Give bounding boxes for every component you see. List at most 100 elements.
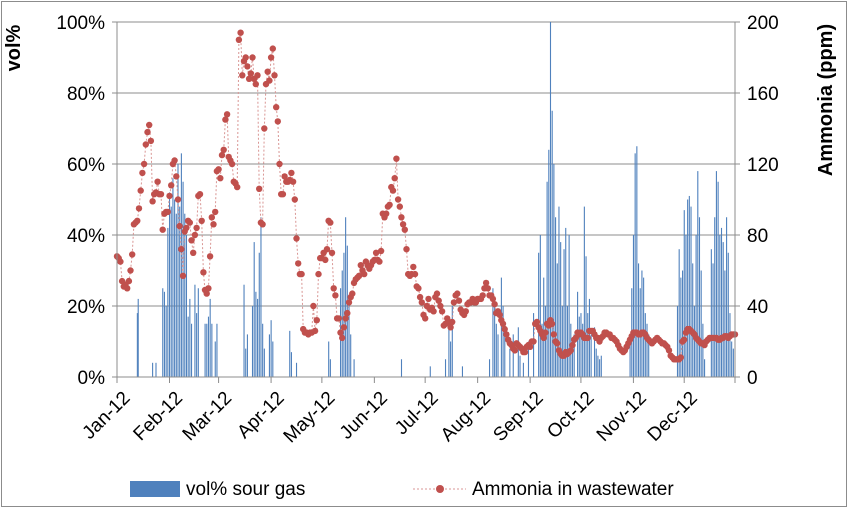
- y-tick-label-left: 0%: [78, 368, 106, 389]
- line-point: [276, 160, 283, 168]
- line-point: [411, 270, 419, 278]
- bar: [272, 341, 274, 377]
- y-tick-label-right: 80: [747, 226, 768, 247]
- line-point: [548, 320, 556, 327]
- line-point: [210, 221, 217, 228]
- line-point: [554, 340, 561, 347]
- line-point: [149, 198, 156, 205]
- bar: [714, 217, 716, 377]
- line-point: [222, 116, 229, 123]
- bar: [724, 270, 726, 377]
- bar: [179, 206, 181, 377]
- bar: [556, 263, 558, 377]
- bar: [246, 334, 248, 377]
- line-point: [288, 169, 295, 177]
- bar: [732, 348, 734, 377]
- line-point: [198, 217, 205, 224]
- bar: [180, 153, 182, 377]
- line-point: [200, 269, 207, 276]
- bar: [563, 249, 565, 377]
- bar: [527, 341, 530, 377]
- bar: [533, 313, 535, 377]
- bar: [712, 263, 714, 377]
- bar: [710, 249, 712, 377]
- line-point: [273, 104, 280, 111]
- bar: [207, 316, 210, 377]
- line-point: [244, 63, 251, 70]
- line-point: [173, 173, 180, 180]
- line-point: [144, 128, 151, 136]
- line-point: [361, 270, 368, 278]
- line-point: [438, 308, 446, 315]
- line-point: [235, 36, 243, 43]
- line-point: [271, 72, 278, 79]
- bar: [551, 110, 553, 377]
- line-point: [129, 251, 136, 258]
- line-point: [415, 285, 422, 292]
- bar: [255, 291, 257, 377]
- line-point: [188, 237, 195, 244]
- bar: [561, 306, 563, 377]
- x-tick-label: Nov-12: [593, 388, 651, 446]
- line-point: [665, 347, 673, 354]
- bar: [719, 235, 721, 377]
- line-point: [330, 285, 337, 292]
- y-tick-label-right: 160: [747, 84, 779, 105]
- bar: [429, 366, 431, 377]
- bar: [170, 206, 172, 377]
- bar: [678, 249, 680, 377]
- line-point: [289, 178, 297, 185]
- line-point: [281, 173, 288, 180]
- bar: [568, 235, 570, 377]
- line-point: [416, 293, 424, 301]
- line-point: [215, 166, 222, 173]
- bar: [172, 178, 174, 377]
- x-tick-label: Dec-12: [644, 388, 702, 446]
- line-point: [349, 290, 356, 297]
- bar: [184, 213, 186, 377]
- bar: [497, 334, 499, 377]
- line-point: [344, 309, 351, 317]
- line-point: [455, 297, 463, 304]
- bar: [644, 313, 646, 377]
- legend: vol% sour gas Ammonia in wastewater: [130, 479, 674, 500]
- y-tick-label-right: 200: [747, 13, 779, 34]
- bar: [583, 206, 585, 377]
- bar: [700, 270, 702, 377]
- line-point: [462, 308, 469, 315]
- line-point: [127, 267, 134, 274]
- line-point: [372, 249, 380, 256]
- line-point: [433, 290, 441, 297]
- bar: [350, 334, 352, 377]
- bar: [646, 323, 648, 377]
- y-tick-label-right: 40: [747, 297, 768, 318]
- bar: [587, 313, 589, 377]
- bar: [565, 227, 567, 377]
- line-point: [117, 258, 124, 265]
- bar: [268, 334, 270, 377]
- bar-series-sour-gas: [136, 22, 734, 377]
- bar: [165, 306, 167, 377]
- line-point: [234, 183, 241, 191]
- bar: [634, 153, 636, 377]
- bar: [566, 306, 568, 377]
- bar: [731, 341, 733, 377]
- line-point: [401, 226, 408, 233]
- bar: [341, 270, 343, 377]
- line-point: [174, 196, 182, 203]
- line-point: [154, 178, 161, 185]
- line-point: [418, 299, 425, 306]
- line-point: [511, 347, 519, 354]
- bar: [648, 334, 650, 377]
- line-point: [327, 219, 334, 226]
- x-tick-label: Apr-12: [233, 388, 288, 443]
- line-point: [135, 205, 143, 212]
- line-point: [254, 72, 261, 79]
- y-tick-label-left: 40%: [67, 226, 105, 247]
- bar: [253, 242, 255, 377]
- bar: [538, 252, 540, 377]
- line-point: [398, 214, 405, 221]
- bar: [582, 323, 584, 377]
- bar: [163, 291, 166, 377]
